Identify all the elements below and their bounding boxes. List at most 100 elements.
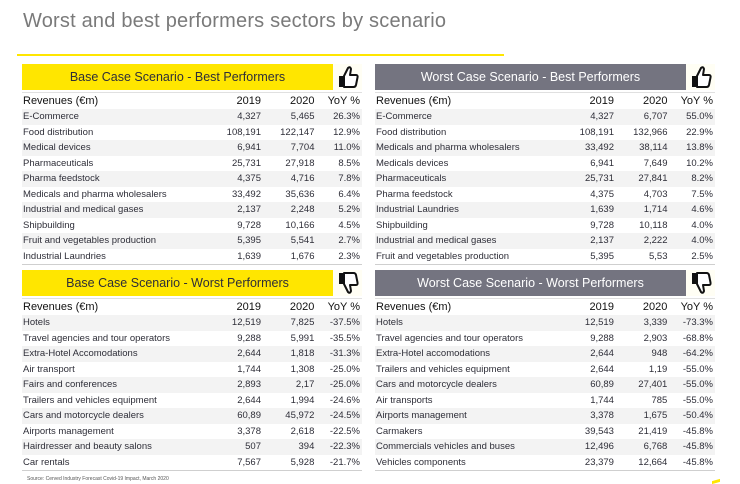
revenue-2020: 2,618 [290, 425, 315, 437]
panel-header: Worst Case Scenario - Worst Performers [375, 270, 715, 296]
panel-base-best: Base Case Scenario - Best Performers Reve… [22, 64, 362, 265]
sector-name: Medicals devices [376, 157, 449, 169]
revenue-2020: 45,972 [262, 408, 317, 424]
panel-header: Base Case Scenario - Best Performers [22, 64, 362, 90]
revenue-2019: 9,728 [590, 219, 614, 231]
sector-name: Hotels [375, 315, 563, 331]
column-header-2019: 2019 [236, 301, 261, 313]
sector-name: Shipbuilding [376, 219, 428, 231]
panel-title: Base Case Scenario - Worst Performers [22, 270, 333, 296]
table-row: Medicals devices 6,941 7,649 10.2% [375, 156, 715, 172]
table-row: Medicals and pharma wholesalers 33,492 35,… [22, 187, 362, 203]
panel-worst-worst: Worst Case Scenario - Worst Performers Re… [375, 270, 715, 471]
table-row: Cars and motorcycle dealers 60,89 45,972 -2… [22, 408, 362, 424]
table-header-row: Revenues (€m) 2019 2020 YoY % [22, 299, 362, 316]
column-header-yoy: YoY % [327, 95, 360, 107]
sector-name: Carmakers [376, 425, 423, 437]
revenue-2019: 2,893 [209, 377, 263, 393]
table-row: Medicals and pharma wholesalers 33,492 38,… [375, 140, 715, 156]
table-row: Extra-Hotel Accomodations 2,644 1,818 -31.3… [22, 346, 362, 362]
table-row: E-Commerce 4,327 5,465 26.3% [22, 109, 362, 125]
revenue-2019: 39,543 [584, 425, 614, 437]
revenue-2020: 7,704 [263, 140, 317, 156]
yoy-change: -45.8% [669, 454, 715, 471]
revenue-2019: 12,519 [562, 315, 616, 331]
table-row: Medical devices 6,941 7,704 11.0% [22, 140, 362, 156]
sector-name: Trailers and vehicles equipment [23, 394, 157, 406]
revenue-2019: 2,644 [237, 394, 261, 406]
yoy-change: -55.0% [682, 394, 713, 406]
yoy-change: 7.8% [316, 171, 362, 187]
revenue-2019: 4,375 [209, 171, 263, 187]
table-row: Food distribution 108,191 122,147 12.9% [22, 125, 362, 141]
revenue-2020: 2,248 [263, 202, 317, 218]
revenue-2020: 1,994 [290, 394, 315, 406]
sector-name: Pharmaceuticals [23, 157, 94, 169]
table-row: Trailers and vehicles equipment 2,644 1,99… [22, 393, 362, 409]
yoy-change: 12.9% [333, 126, 360, 138]
table-row: Air transport 1,744 1,308 -25.0% [22, 362, 362, 378]
revenue-2019: 9,728 [237, 219, 261, 231]
table-row: Hotels 12,519 3,339 -73.3% [375, 315, 715, 331]
column-header-2019: 2019 [589, 301, 614, 313]
sector-name: Fairs and conferences [22, 377, 210, 393]
yoy-change: 10.2% [686, 157, 713, 169]
revenue-2020: 1,818 [262, 346, 317, 362]
revenue-2019: 25,731 [231, 157, 261, 169]
revenue-2019: 23,379 [562, 454, 616, 471]
revenue-2020: 27,401 [615, 377, 670, 393]
sector-name: Food distribution [23, 126, 94, 138]
column-header-2019: 2019 [236, 95, 261, 107]
revenue-2019: 1,744 [237, 363, 261, 375]
yoy-change: -45.8% [669, 439, 715, 455]
revenue-2020: 1,675 [615, 408, 670, 424]
table-row: Industrial Laundries 1,639 1,676 2.3% [22, 248, 362, 265]
sector-name: Food distribution [376, 126, 447, 138]
revenue-2019: 2,644 [562, 346, 616, 362]
yoy-change: 2.3% [316, 248, 362, 265]
revenue-table: Revenues (€m) 2019 2020 YoY % E-Commerce 4,32… [375, 92, 715, 265]
source-note: Source: Cerved Industry Forecast Covid-1… [27, 476, 169, 482]
sector-name: Shipbuilding [23, 219, 75, 231]
table-header-row: Revenues (€m) 2019 2020 YoY % [22, 93, 362, 110]
table-row: E-Commerce 4,327 6,707 55.0% [375, 109, 715, 125]
yoy-change: 8.5% [338, 157, 360, 169]
sector-name: Air transports [376, 394, 433, 406]
revenue-2020: 7,825 [262, 315, 317, 331]
revenue-2020: 5,541 [263, 233, 317, 249]
sector-name: Cars and motorcycle dealers [375, 377, 563, 393]
table-row: Fruit and vegetables production 5,395 5,54… [22, 233, 362, 249]
revenue-2019: 108,191 [579, 126, 614, 138]
revenue-2020: 10,166 [285, 219, 315, 231]
revenue-2019: 108,191 [226, 126, 261, 138]
panel-title: Worst Case Scenario - Best Performers [375, 64, 686, 90]
table-header-row: Revenues (€m) 2019 2020 YoY % [375, 299, 715, 316]
thumbs-up-icon [333, 64, 362, 90]
yoy-change: 13.8% [669, 140, 715, 156]
table-row: Pharmaceuticals 25,731 27,918 8.5% [22, 156, 362, 172]
title-underline [17, 54, 504, 56]
thumbs-down-icon [686, 270, 715, 296]
revenue-2020: 21,419 [638, 425, 668, 437]
revenue-2020: 1,308 [290, 363, 315, 375]
column-header-revenues: Revenues (€m) [376, 95, 452, 107]
sector-name: Medicals and pharma wholesalers [375, 140, 563, 156]
revenue-2020: 35,636 [285, 188, 315, 200]
revenue-2020: 38,114 [616, 140, 670, 156]
table-row: Industrial Laundries 1,639 1,714 4.6% [375, 202, 715, 218]
revenue-2019: 2,137 [562, 233, 616, 249]
panel-worst-best: Worst Case Scenario - Best Performers Rev… [375, 64, 715, 265]
yoy-change: -73.3% [669, 315, 715, 331]
revenue-2019: 1,639 [562, 202, 616, 218]
yoy-change: 6.4% [338, 188, 360, 200]
table-row: Food distribution 108,191 132,966 22.9% [375, 125, 715, 141]
revenue-2019: 4,327 [209, 109, 263, 125]
column-header-2019: 2019 [589, 95, 614, 107]
page-title: Worst and best performers sectors by sce… [23, 10, 447, 32]
revenue-2019: 12,496 [562, 439, 616, 455]
sector-name: Air transport [23, 363, 75, 375]
sector-name: Airports management [375, 408, 563, 424]
revenue-2020: 5,928 [262, 454, 317, 471]
yoy-change: -55.0% [682, 363, 713, 375]
revenue-2020: 6,707 [616, 109, 670, 125]
